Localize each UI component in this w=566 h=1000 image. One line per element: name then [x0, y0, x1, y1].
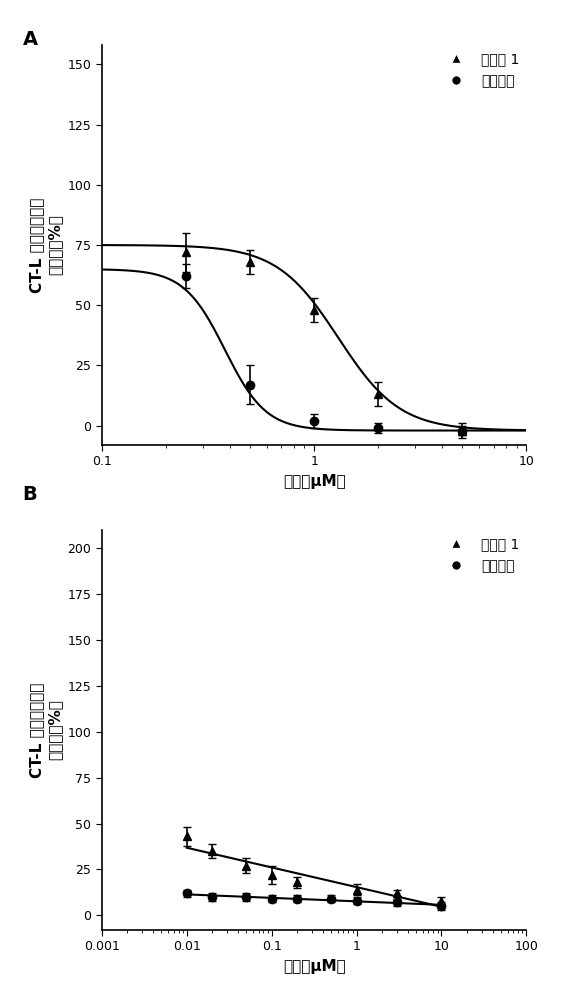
X-axis label: 剂量（μM）: 剂量（μM）: [283, 474, 345, 489]
Legend: 实施例 1, 硷替佐米: 实施例 1, 硷替佐米: [442, 52, 520, 88]
Text: B: B: [23, 485, 37, 504]
Legend: 实施例 1, 硷替佐米: 实施例 1, 硷替佐米: [442, 537, 520, 573]
Text: A: A: [23, 30, 38, 49]
X-axis label: 剂量（μM）: 剂量（μM）: [283, 959, 345, 974]
Y-axis label: CT-L 蛋白酶体活性
（对照的%）: CT-L 蛋白酶体活性 （对照的%）: [29, 682, 62, 778]
Y-axis label: CT-L 蛋白酶体活性
（对照的%）: CT-L 蛋白酶体活性 （对照的%）: [29, 197, 62, 293]
